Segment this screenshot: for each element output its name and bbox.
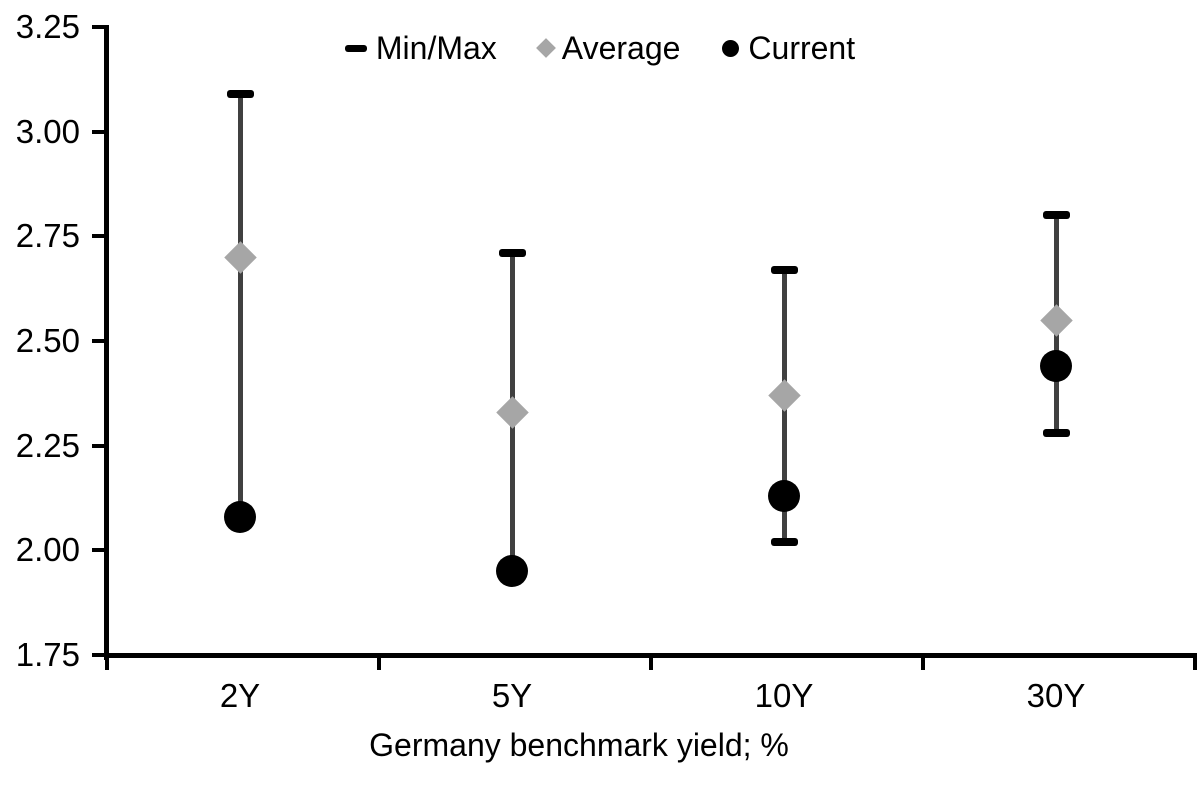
current-circle-icon [722, 39, 740, 57]
min-max-dash-icon [344, 44, 367, 52]
y-tick-2.50 [92, 339, 104, 343]
legend-item-average: Average [535, 30, 681, 66]
y-tick-label-1.75: 1.75 [15, 636, 80, 673]
current-marker-5Y [496, 555, 528, 588]
y-tick-2.00 [92, 548, 104, 553]
y-tick-2.75 [92, 234, 104, 239]
min-cap-30Y [1042, 429, 1070, 438]
legend-item-current: Current [722, 30, 855, 66]
average-marker-30Y [1039, 303, 1073, 337]
x-tick-2 [648, 658, 653, 670]
y-tick-label-2.50: 2.50 [15, 322, 80, 359]
y-tick-2.25 [92, 443, 104, 448]
y-tick-label-2.00: 2.00 [15, 531, 80, 569]
legend-label-average: Average [561, 30, 681, 66]
y-tick-3.00 [92, 129, 104, 134]
y-tick-1.75 [92, 653, 104, 657]
max-cap-30Y [1042, 211, 1070, 220]
whisker-2Y [237, 93, 243, 517]
current-marker-2Y [224, 500, 256, 533]
average-marker-10Y [767, 379, 801, 412]
current-marker-10Y [768, 479, 800, 512]
x-tick-1 [376, 658, 381, 670]
legend-item-minmax: Min/Max [344, 30, 497, 66]
x-tick-3 [920, 658, 925, 670]
category-label-5Y: 5Y [491, 677, 533, 714]
x-axis-title: Germany benchmark yield; % [369, 727, 789, 763]
y-tick-label-3.25: 3.25 [15, 8, 80, 45]
legend: Min/Max Average Current [0, 30, 1200, 66]
y-tick-label-3.00: 3.00 [15, 112, 80, 150]
y-tick-3.25 [92, 25, 104, 29]
average-marker-5Y [495, 395, 529, 429]
legend-label-current: Current [748, 30, 856, 66]
max-cap-2Y [226, 89, 254, 98]
category-label-2Y: 2Y [219, 677, 261, 714]
x-tick-0 [104, 658, 109, 670]
max-cap-5Y [498, 249, 526, 258]
max-cap-10Y [770, 265, 798, 274]
y-axis-line [104, 25, 109, 660]
average-marker-2Y [223, 241, 257, 274]
category-label-10Y: 10Y [754, 677, 814, 714]
category-label-30Y: 30Y [1026, 677, 1086, 714]
legend-label-minmax: Min/Max [375, 30, 497, 66]
y-tick-label-2.25: 2.25 [15, 426, 80, 464]
current-marker-30Y [1040, 350, 1072, 383]
min-cap-10Y [770, 537, 798, 546]
y-tick-label-2.75: 2.75 [15, 217, 80, 255]
x-axis-line [104, 653, 1197, 658]
x-tick-4 [1192, 658, 1197, 670]
